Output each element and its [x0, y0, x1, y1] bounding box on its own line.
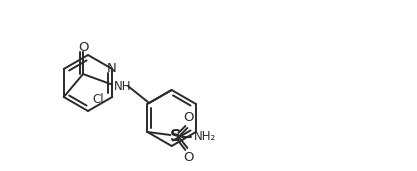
Text: Cl: Cl [93, 93, 104, 106]
Text: O: O [183, 111, 193, 124]
Text: O: O [78, 41, 88, 54]
Text: N: N [106, 62, 116, 75]
Text: NH₂: NH₂ [193, 130, 216, 143]
Text: O: O [183, 152, 193, 165]
Text: S: S [170, 129, 181, 144]
Text: NH: NH [114, 80, 132, 93]
